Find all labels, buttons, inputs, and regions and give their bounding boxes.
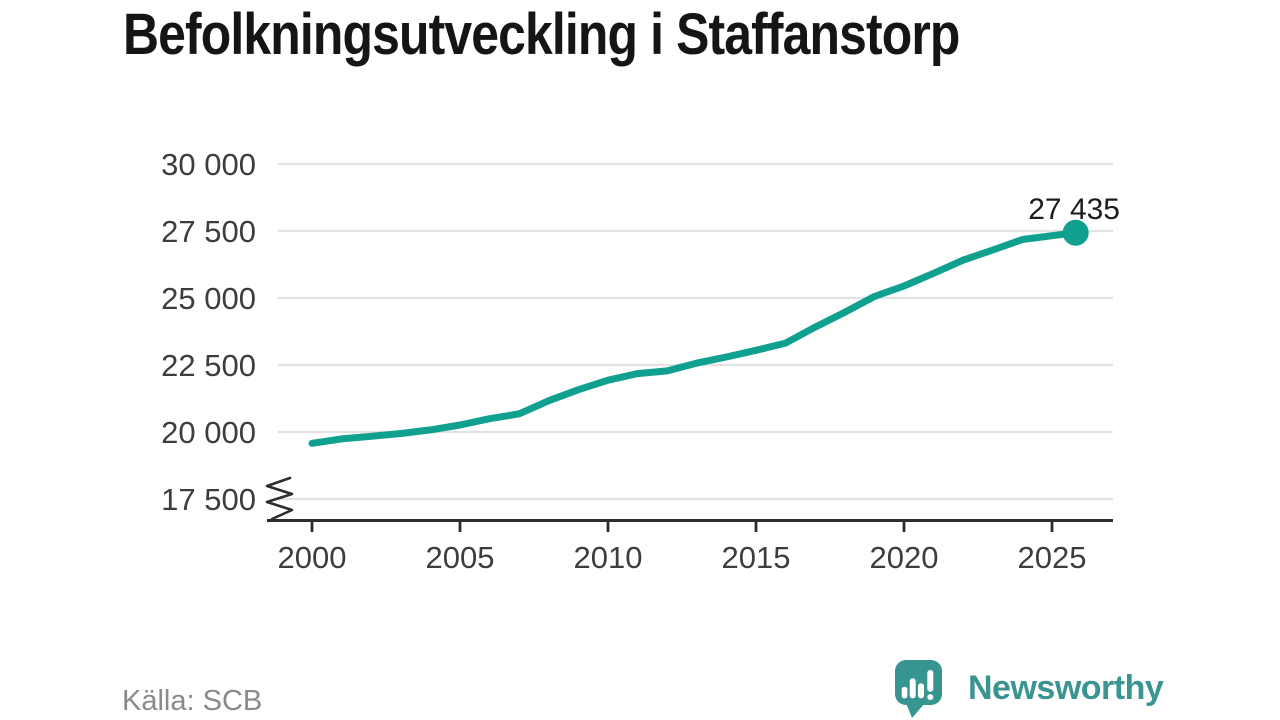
y-tick-label: 30 000 bbox=[161, 147, 256, 182]
y-tick-label: 22 500 bbox=[161, 348, 256, 383]
x-tick-label: 2005 bbox=[426, 540, 495, 575]
x-tick-label: 2020 bbox=[870, 540, 939, 575]
axis-break-icon bbox=[265, 476, 294, 521]
end-point-marker bbox=[1062, 219, 1089, 246]
x-tick-label: 2015 bbox=[722, 540, 791, 575]
newsworthy-logo-icon bbox=[895, 660, 942, 718]
x-tick-label: 2010 bbox=[574, 540, 643, 575]
end-value-label: 27 435 bbox=[1028, 193, 1120, 226]
source-label: Källa: SCB bbox=[122, 685, 263, 717]
y-tick-label: 17 500 bbox=[161, 482, 256, 517]
y-tick-label: 20 000 bbox=[161, 415, 256, 450]
chart-title: Befolkningsutveckling i Staffanstorp bbox=[123, 2, 960, 67]
brand-lockup: Newsworthy bbox=[895, 660, 1164, 720]
brand-name: Newsworthy bbox=[968, 669, 1164, 707]
x-tick-label: 2025 bbox=[1018, 540, 1087, 575]
y-tick-label: 25 000 bbox=[161, 281, 256, 316]
x-tick-label: 2000 bbox=[278, 540, 347, 575]
population-line bbox=[308, 229, 1080, 447]
y-tick-label: 27 500 bbox=[161, 214, 256, 249]
